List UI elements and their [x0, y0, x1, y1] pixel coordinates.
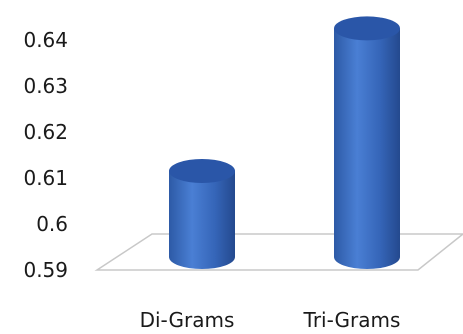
y-axis: 0.59 0.6 0.61 0.62 0.63 0.64 [23, 28, 68, 282]
x-category-label: Tri-Grams [303, 308, 401, 332]
y-tick-label: 0.63 [23, 74, 68, 98]
bar [169, 159, 235, 269]
bar-top [334, 16, 400, 41]
bar-body [169, 171, 235, 269]
floor-plane [94, 233, 463, 271]
y-tick-label: 0.59 [23, 258, 68, 282]
y-tick-label: 0.64 [23, 28, 68, 52]
y-tick-label: 0.62 [23, 120, 68, 144]
category-labels: Di-Grams Tri-Grams [140, 308, 401, 332]
bar-top [169, 159, 235, 183]
bar-body [334, 28, 400, 270]
x-category-label: Di-Grams [140, 308, 235, 332]
y-tick-label: 0.61 [23, 166, 68, 190]
bars [169, 16, 400, 270]
y-tick-label: 0.6 [36, 212, 68, 236]
chart-floor [94, 233, 463, 271]
bar [334, 16, 400, 270]
